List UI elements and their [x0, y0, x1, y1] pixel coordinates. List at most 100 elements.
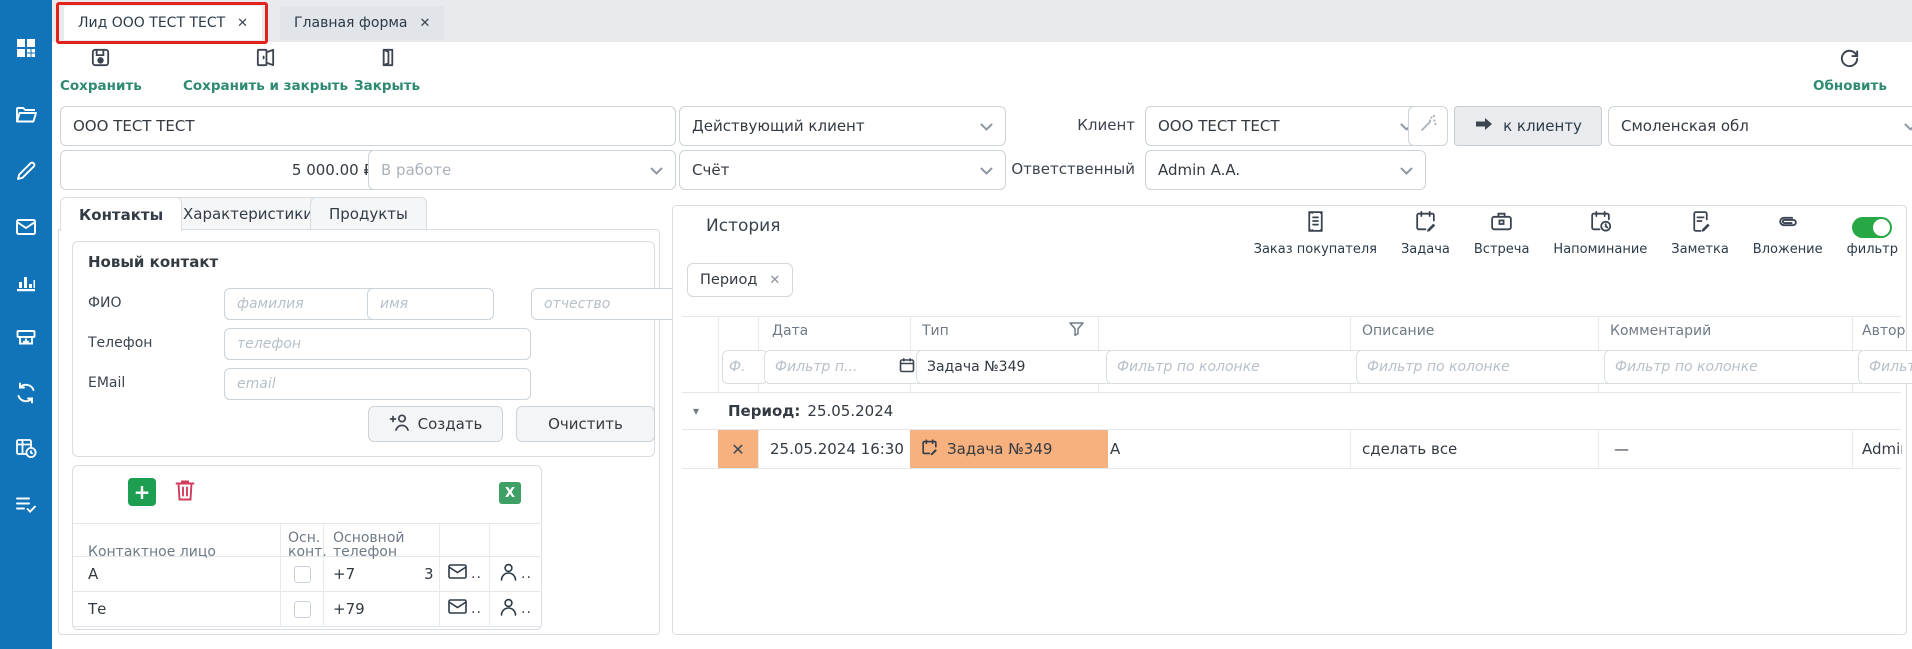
create-task-button[interactable]: Задача [1401, 209, 1450, 257]
clear-form-label: Очистить [548, 415, 623, 433]
email-input[interactable]: email [224, 368, 531, 400]
phone-input[interactable]: телефон [224, 328, 531, 360]
mail-icon[interactable] [14, 215, 38, 239]
create-meeting-button[interactable]: Встреча [1474, 209, 1529, 257]
calendar-icon[interactable] [899, 357, 915, 377]
add-contact-button[interactable]: + [128, 478, 156, 506]
magic-wand-button[interactable] [1408, 106, 1448, 146]
filter-date-input[interactable]: Фильтр п... [764, 350, 926, 384]
magic-wand-icon [1418, 114, 1438, 138]
firstname-input[interactable]: имя [367, 288, 494, 320]
filter-comment-input[interactable]: Фильтр по колонке [1604, 350, 1866, 384]
delete-contact-button[interactable] [172, 479, 198, 505]
pencil-icon[interactable] [14, 159, 38, 183]
grid-line [280, 523, 281, 626]
bar-chart-icon[interactable] [14, 271, 38, 295]
clear-form-button[interactable]: Очистить [516, 406, 655, 442]
tab-close-icon[interactable]: ✕ [419, 15, 431, 31]
main-contact-checkbox[interactable] [294, 566, 311, 583]
filter-type-input[interactable]: Задача №349 [916, 350, 1114, 384]
patronymic-input[interactable]: отчество [531, 288, 679, 320]
create-note-label: Заметка [1671, 242, 1729, 257]
chevron-down-icon [1400, 161, 1413, 179]
refresh-button[interactable]: Обновить [1813, 46, 1887, 94]
col-type[interactable]: Тип [922, 323, 949, 339]
qr-code-icon[interactable] [14, 36, 38, 60]
region-value: Смоленская обл [1621, 117, 1749, 135]
filter-funnel-icon[interactable] [1068, 320, 1085, 341]
col-comment[interactable]: Комментарий [1610, 323, 1712, 339]
grid-line [682, 468, 1901, 469]
col-author[interactable]: Автор [1862, 323, 1906, 339]
list-check-icon[interactable] [14, 492, 38, 516]
print-export-icon[interactable] [14, 326, 38, 350]
lead-name-input[interactable]: ООО ТЕСТ ТЕСТ [60, 106, 676, 146]
save-and-close-button[interactable]: Сохранить и закрыть [183, 46, 348, 94]
delete-history-row-button[interactable]: ✕ [718, 430, 758, 468]
table-clock-icon[interactable] [14, 436, 38, 460]
filter-small-placeholder: Ф. [729, 359, 746, 375]
client-type-select[interactable]: Действующий клиент [679, 106, 1006, 146]
group-expander[interactable]: ▾ [693, 403, 700, 418]
surname-input[interactable]: фамилия [224, 288, 383, 320]
tab-contacts[interactable]: Контакты [60, 197, 183, 231]
filter-description-input[interactable]: Фильтр по колонке [1356, 350, 1614, 384]
patronymic-placeholder: отчество [544, 296, 611, 312]
create-order-button[interactable]: Заказ покупателя [1254, 209, 1377, 257]
tab-characteristics[interactable]: Характеристики [164, 197, 333, 231]
col-description[interactable]: Описание [1362, 323, 1435, 339]
attach-file-button[interactable]: Вложение [1753, 209, 1823, 257]
history-filter-toggle[interactable]: фильтр [1847, 217, 1898, 257]
left-nav-sidebar [0, 0, 52, 649]
door-arrow-icon [254, 46, 277, 73]
tab-products[interactable]: Продукты [310, 197, 427, 231]
save-button[interactable]: Сохранить [60, 46, 142, 94]
remove-chip-icon[interactable]: ✕ [769, 272, 781, 288]
client-select[interactable]: ООО ТЕСТ ТЕСТ [1145, 106, 1426, 146]
send-mail-cell[interactable]: .. [448, 556, 482, 591]
filter-author-input[interactable]: Фильтр по колонке [1858, 350, 1912, 384]
open-person-cell[interactable]: .. [500, 591, 532, 626]
firstname-placeholder: имя [380, 296, 409, 312]
filter-name-input[interactable]: Фильтр по колонке [1106, 350, 1364, 384]
col-date[interactable]: Дата [772, 323, 809, 339]
tab-close-icon[interactable]: ✕ [237, 15, 249, 31]
to-client-button[interactable]: к клиенту [1454, 106, 1602, 146]
contact-phone-tail: 3 [424, 564, 434, 583]
contact-name: Те [88, 599, 107, 618]
amount-input[interactable]: 5 000.00 ₽ [60, 150, 386, 190]
tab-main-form[interactable]: Главная форма ✕ [280, 6, 445, 40]
excel-export-button[interactable]: X [499, 482, 521, 504]
create-contact-button[interactable]: Создать [368, 406, 503, 442]
create-note-button[interactable]: Заметка [1671, 209, 1729, 257]
create-reminder-button[interactable]: Напоминание [1553, 209, 1647, 257]
grid-line [72, 626, 540, 627]
period-filter-chip[interactable]: Период ✕ [687, 263, 794, 297]
trash-icon [174, 478, 196, 506]
tab-lead[interactable]: Лид ООО ТЕСТ ТЕСТ ✕ [64, 6, 263, 40]
toggle-on-icon[interactable] [1852, 217, 1893, 238]
status-select[interactable]: В работе [368, 150, 676, 190]
sync-icon[interactable] [14, 381, 38, 405]
email-placeholder: email [237, 376, 276, 392]
document-type-select[interactable]: Счёт [679, 150, 1006, 190]
close-button[interactable]: Закрыть [354, 46, 420, 94]
responsible-label: Ответственный [1011, 160, 1135, 178]
create-contact-label: Создать [417, 415, 483, 433]
responsible-select[interactable]: Admin A.A. [1145, 150, 1426, 190]
attach-file-label: Вложение [1752, 242, 1823, 257]
more-dots: .. [521, 565, 532, 582]
note-pencil-icon [1688, 209, 1713, 238]
group-label: Период: [728, 401, 801, 420]
region-select[interactable]: Смоленская обл [1608, 106, 1912, 146]
open-person-cell[interactable]: .. [500, 556, 532, 591]
filter-small-input[interactable]: Ф. [722, 350, 768, 384]
main-contact-checkbox[interactable] [294, 601, 311, 618]
send-mail-cell[interactable]: .. [448, 591, 482, 626]
create-reminder-label: Напоминание [1553, 242, 1648, 257]
history-action-bar: Заказ покупателя Задача Встреча Напомина… [1254, 209, 1898, 257]
to-client-label: к клиенту [1503, 117, 1582, 135]
folder-icon[interactable] [14, 103, 38, 127]
person-plus-icon [389, 413, 410, 435]
